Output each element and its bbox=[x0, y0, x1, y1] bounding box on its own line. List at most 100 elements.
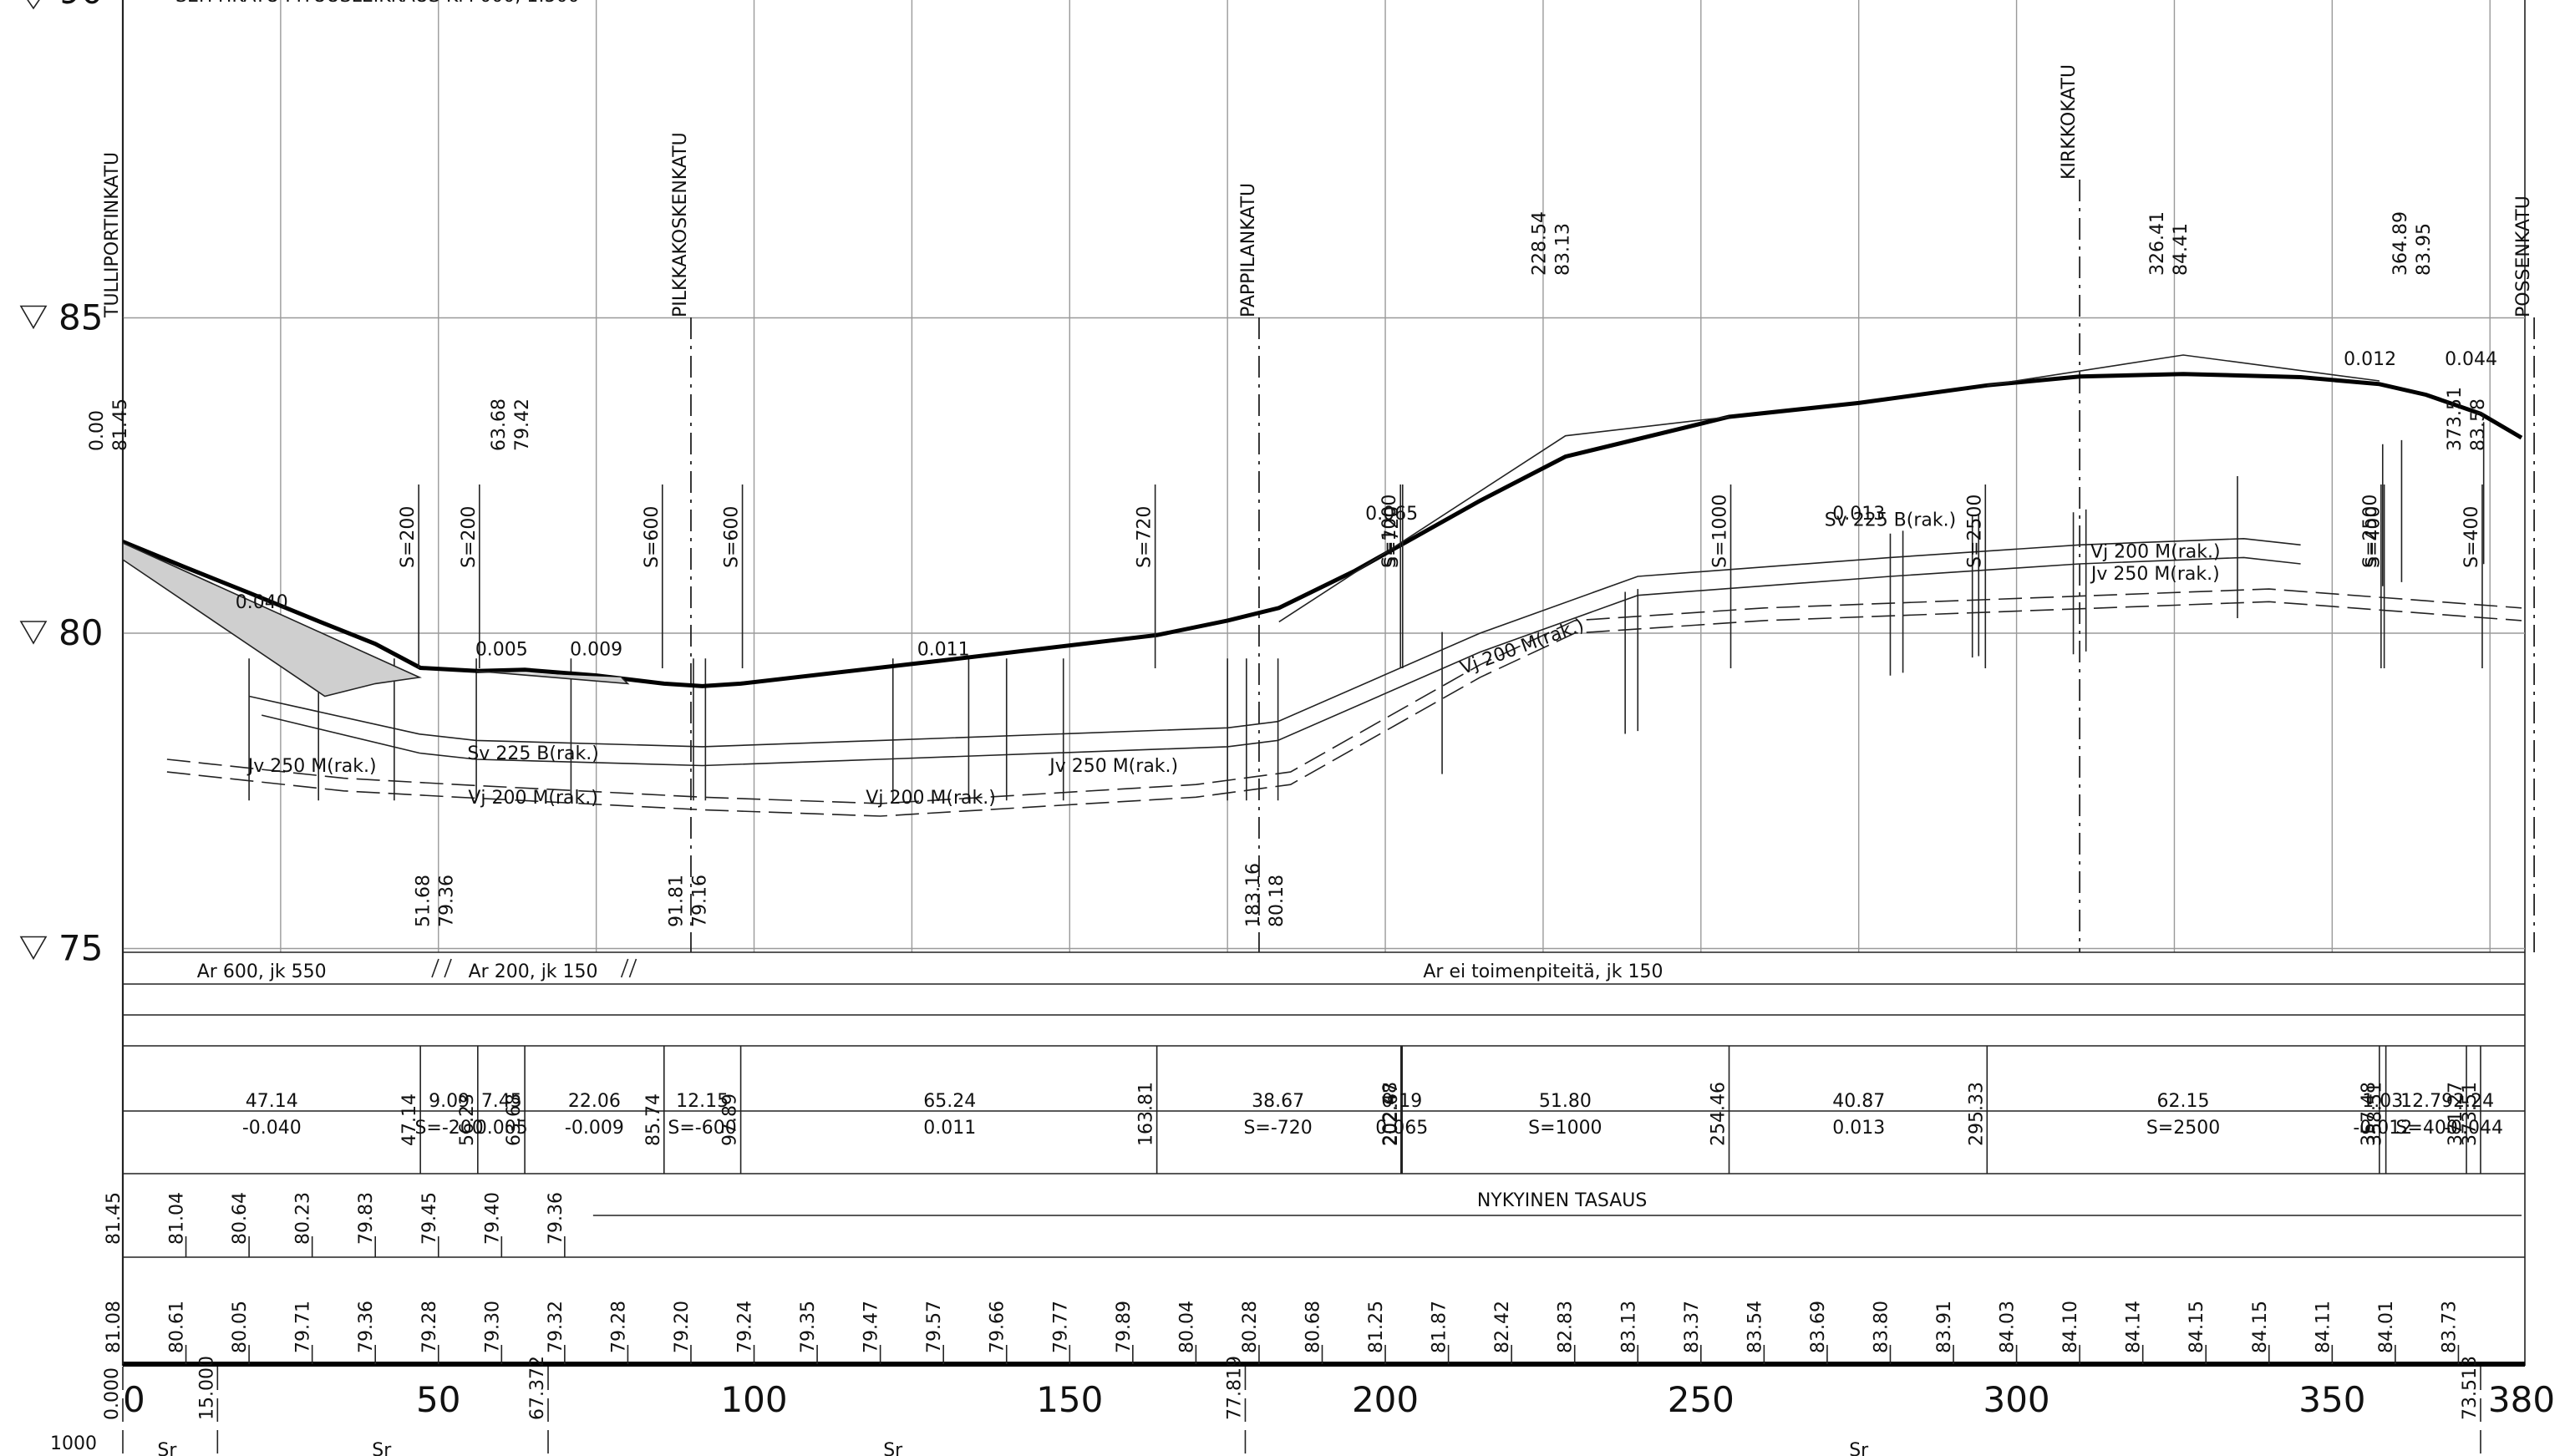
station-label: 100 bbox=[720, 1379, 787, 1420]
geometry-break-label: 373.51 bbox=[2460, 1082, 2481, 1146]
geometry-value: S=-600 bbox=[668, 1118, 736, 1139]
existing-elevation: 79.35 bbox=[798, 1301, 819, 1353]
design-elevation: 79.45 bbox=[419, 1192, 440, 1245]
data-bands bbox=[122, 951, 2525, 1456]
pipe-label: Sv 225 B(rak.) bbox=[467, 743, 598, 764]
geometry-value: S=-720 bbox=[1243, 1118, 1312, 1139]
existing-elevation: 83.69 bbox=[1808, 1301, 1829, 1353]
design-elevation: 80.64 bbox=[230, 1192, 251, 1245]
curve-label: S=720 bbox=[1382, 506, 1403, 568]
grade-label: 0.012 bbox=[2344, 349, 2396, 370]
grade-label: 0.013 bbox=[1832, 504, 1885, 525]
annotation-text: 85 80 75 90 SEITTIKATU PITUUSLEIKKAUS KM 000… bbox=[19, 0, 2555, 1456]
elevation-triangle-icon bbox=[19, 621, 48, 645]
existing-elevation: 83.54 bbox=[1745, 1301, 1765, 1353]
grade-label: 0.044 bbox=[2445, 349, 2497, 370]
pavement-break bbox=[620, 958, 629, 978]
existing-elevation: 79.66 bbox=[988, 1301, 1008, 1353]
existing-elevation: 80.04 bbox=[1176, 1301, 1197, 1353]
station-label: 150 bbox=[1036, 1379, 1103, 1420]
geometry-value: S=-200 bbox=[414, 1118, 483, 1139]
existing-elevation: 84.10 bbox=[2060, 1301, 2081, 1353]
elevation-label: 90 bbox=[58, 0, 103, 12]
jv-pipe-line bbox=[262, 556, 2301, 767]
geometry-value: S=400 bbox=[2395, 1118, 2457, 1139]
pavement-label: Ar ei toimenpiteitä, jk 150 bbox=[1423, 961, 1663, 982]
elevation-label: 80 bbox=[58, 612, 103, 653]
station-break-label: 15.000 bbox=[196, 1356, 217, 1420]
road-profile bbox=[122, 354, 2523, 698]
grade-label: 0.065 bbox=[1365, 504, 1418, 525]
design-elevation: 81.45 bbox=[104, 1192, 124, 1245]
bottom-scale-label: 1000 bbox=[50, 1433, 97, 1454]
point-label: 228.54 bbox=[1530, 211, 1551, 276]
geometry-length: 62.15 bbox=[2157, 1091, 2210, 1112]
point-label: 91.81 bbox=[667, 875, 688, 927]
elevation-label: 75 bbox=[58, 928, 103, 969]
geometry-length: 12.15 bbox=[676, 1091, 729, 1112]
existing-elevation: 80.61 bbox=[167, 1301, 188, 1353]
existing-elevation: 80.05 bbox=[230, 1301, 251, 1353]
point-label: 183.16 bbox=[1243, 863, 1264, 927]
geometry-length: 47.14 bbox=[246, 1091, 298, 1112]
geometry-break-label: 63.68 bbox=[504, 1093, 525, 1146]
bottom-row-label: Sr bbox=[157, 1440, 177, 1456]
pipe-lines bbox=[166, 422, 2522, 817]
station-label: 250 bbox=[1668, 1379, 1734, 1420]
design-elevation: 79.40 bbox=[482, 1192, 503, 1245]
street-name: PILKKAKOSKENKATU bbox=[670, 132, 691, 317]
existing-elevation: 82.42 bbox=[1492, 1301, 1513, 1353]
curve-label: S=1000 bbox=[1710, 495, 1731, 568]
geometry-break-label: 163.81 bbox=[1136, 1082, 1157, 1146]
point-label: 83.95 bbox=[2414, 223, 2435, 276]
station-label: 0 bbox=[123, 1379, 145, 1420]
existing-elevation: 79.71 bbox=[293, 1301, 314, 1353]
vj-pipe-line bbox=[166, 601, 2522, 817]
point-label: 81.45 bbox=[110, 398, 131, 451]
geometry-value: -0.009 bbox=[565, 1118, 624, 1139]
existing-elevation: 79.36 bbox=[356, 1301, 377, 1353]
point-label: 0.00 bbox=[87, 410, 108, 451]
tangent-line bbox=[1987, 354, 2380, 387]
existing-elevation: 80.28 bbox=[1240, 1301, 1261, 1353]
point-label: 83.13 bbox=[1553, 223, 1574, 276]
geometry-value: -0.040 bbox=[242, 1118, 302, 1139]
geometry-length: 38.67 bbox=[1252, 1091, 1304, 1112]
pavement-break bbox=[628, 958, 637, 978]
geometry-break-label: 97.89 bbox=[720, 1093, 741, 1146]
station-break-label: 73.513 bbox=[2460, 1356, 2481, 1420]
existing-elevation: 79.28 bbox=[608, 1301, 629, 1353]
existing-elevation: 84.14 bbox=[2124, 1301, 2145, 1353]
geometry-value: 0.013 bbox=[1832, 1118, 1885, 1139]
existing-elevation: 82.83 bbox=[1556, 1301, 1577, 1353]
vj-pipe-line bbox=[166, 588, 2522, 804]
station-label: 300 bbox=[1983, 1379, 2049, 1420]
curve-label: S=2500 bbox=[1964, 495, 1985, 568]
geometry-value: -0.044 bbox=[2444, 1118, 2503, 1139]
elevation-triangle-icon bbox=[19, 305, 48, 330]
geometry-break-label: 202.67 bbox=[1381, 1082, 1402, 1146]
existing-elevation: 79.24 bbox=[735, 1301, 756, 1353]
design-elevation: 81.04 bbox=[167, 1192, 188, 1245]
pipe-label: Sv 225 B(rak.) bbox=[1825, 510, 1956, 531]
pipe-label: Vj 200 M(rak.) bbox=[866, 788, 996, 809]
geometry-break-label: 371.27 bbox=[2446, 1082, 2466, 1146]
existing-elevation: 83.73 bbox=[2439, 1301, 2460, 1353]
grade-label: 0.040 bbox=[236, 592, 288, 613]
existing-elevation: 84.11 bbox=[2313, 1301, 2334, 1353]
curve-label: S=200 bbox=[398, 506, 419, 568]
geometry-value: 0.011 bbox=[923, 1118, 976, 1139]
point-label: 80.18 bbox=[1267, 875, 1288, 927]
bottom-row-label: Sr bbox=[1849, 1440, 1869, 1456]
curve-label: S=200 bbox=[459, 506, 480, 568]
geometry-value: 0.065 bbox=[1375, 1118, 1428, 1139]
existing-elevation: 83.91 bbox=[1934, 1301, 1955, 1353]
point-label: 79.36 bbox=[436, 875, 457, 927]
geometry-value: S=1000 bbox=[1528, 1118, 1602, 1139]
street-name: PAPPILANKATU bbox=[1238, 183, 1259, 317]
street-name: KIRKKOKATU bbox=[2059, 64, 2080, 180]
point-label: 79.42 bbox=[512, 398, 533, 451]
station-break-label: 67.372 bbox=[527, 1356, 548, 1420]
pavement-label: Ar 200, jk 150 bbox=[469, 961, 598, 982]
existing-elevation: 79.30 bbox=[482, 1301, 503, 1353]
